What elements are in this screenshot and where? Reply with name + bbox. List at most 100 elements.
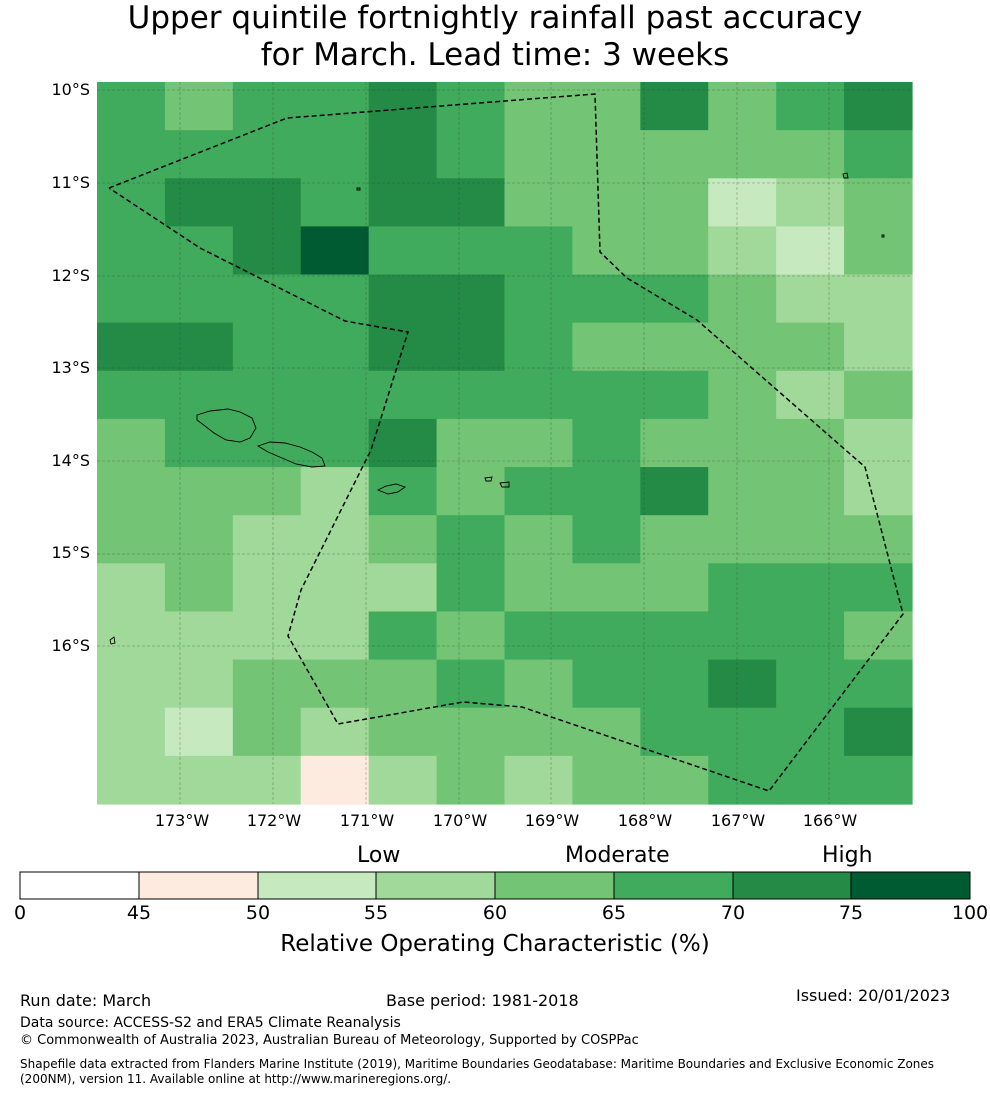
grid-cell-r14-c2 <box>232 755 302 805</box>
grid-cell-r11-c1 <box>164 611 234 661</box>
grid-cell-r0-c10 <box>776 82 845 131</box>
grid-cell-r11-c11 <box>844 611 913 661</box>
grid-cell-r6-c2 <box>232 370 302 420</box>
lon-label-167w: 167°W <box>710 811 766 830</box>
grid-cell-r3-c1 <box>164 226 234 276</box>
grid-cell-r10-c0 <box>97 563 166 613</box>
colorbar-tick-65: 65 <box>601 902 627 924</box>
grid-cell-r3-c6 <box>504 226 574 276</box>
upolu-island <box>256 441 326 468</box>
colorbar <box>19 871 971 900</box>
colorbar-tick-60: 60 <box>482 902 508 924</box>
grid-cell-r11-c7 <box>572 611 641 661</box>
grid-cell-r8-c9 <box>708 467 777 516</box>
colorbar-swatch-3 <box>376 872 495 899</box>
grid-cell-r13-c0 <box>97 707 166 757</box>
grid-cell-r0-c6 <box>504 82 574 131</box>
grid-cell-r8-c10 <box>776 467 845 516</box>
grid-cell-r7-c10 <box>776 418 845 468</box>
grid-cell-r3-c11 <box>844 226 913 276</box>
grid-cell-r14-c10 <box>776 755 845 805</box>
grid-cell-r4-c11 <box>844 274 913 324</box>
grid-cell-r4-c4 <box>368 274 438 324</box>
tutuila-island <box>376 483 406 495</box>
issued-date: Issued: 20/01/2023 <box>796 986 951 1005</box>
grid-cell-r7-c5 <box>436 418 506 468</box>
grid-cell-r6-c9 <box>708 370 777 420</box>
colorbar-dividers <box>138 872 852 899</box>
grid-cell-r9-c5 <box>436 515 506 564</box>
grid-cell-r7-c4 <box>368 418 438 468</box>
grid-cell-r6-c7 <box>572 370 641 420</box>
lon-label-170w: 170°W <box>432 811 488 830</box>
title-line-2: for March. Lead time: 3 weeks <box>260 37 730 73</box>
grid-cell-r8-c0 <box>97 467 166 516</box>
grid-cell-r4-c9 <box>708 274 777 324</box>
savaii-island <box>196 408 257 443</box>
grid-cell-r10-c9 <box>708 563 777 613</box>
grid-cell-r11-c8 <box>640 611 709 661</box>
lat-label-11s: 11°S <box>51 173 90 192</box>
grid-cell-r9-c10 <box>776 515 845 564</box>
grid-cell-r12-c0 <box>97 659 166 709</box>
grid-cell-r5-c7 <box>572 322 641 372</box>
grid-cell-r5-c0 <box>97 322 166 372</box>
grid-cell-r5-c5 <box>436 322 506 372</box>
grid-cell-r3-c8 <box>640 226 709 276</box>
grid-cell-r8-c8 <box>640 467 709 516</box>
colorbar-axis-label: Relative Operating Characteristic (%) <box>280 931 710 957</box>
grid-cell-r11-c3 <box>300 611 370 661</box>
grid-cell-r6-c11 <box>844 370 913 420</box>
grid-cell-r5-c3 <box>300 322 370 372</box>
grid-cell-r7-c3 <box>300 418 370 468</box>
colorbar-tick-45: 45 <box>126 902 152 924</box>
lat-label-10s: 10°S <box>51 80 90 99</box>
lon-label-172w: 172°W <box>246 811 302 830</box>
grid-cell-r7-c1 <box>164 418 234 468</box>
colorbar-swatch-4 <box>495 872 614 899</box>
run-date: Run date: March <box>20 991 152 1010</box>
grid-cell-r6-c5 <box>436 370 506 420</box>
grid-cell-r12-c2 <box>232 659 302 709</box>
grid-cell-r12-c9 <box>708 659 777 709</box>
grid-cell-r0-c1 <box>164 82 234 131</box>
grid-cell-r9-c3 <box>300 515 370 564</box>
grid-cell-r6-c1 <box>164 370 234 420</box>
grid-cell-r7-c0 <box>97 418 166 468</box>
grid-cell-r4-c5 <box>436 274 506 324</box>
grid-cell-r12-c10 <box>776 659 845 709</box>
lat-label-14s: 14°S <box>51 451 90 470</box>
grid-cell-r10-c6 <box>504 563 574 613</box>
colorbar-tick-0: 0 <box>13 902 27 924</box>
grid-cell-r4-c10 <box>776 274 845 324</box>
grid-cell-r13-c11 <box>844 707 913 757</box>
grid-cell-r11-c6 <box>504 611 574 661</box>
grid-cell-r13-c6 <box>504 707 574 757</box>
small-islet-east-1 <box>842 172 849 179</box>
grid-cell-r11-c4 <box>368 611 438 661</box>
base-period: Base period: 1981-2018 <box>386 991 579 1010</box>
grid-cell-r6-c8 <box>640 370 709 420</box>
grid-cell-r9-c7 <box>572 515 641 564</box>
small-islet-west <box>109 636 116 645</box>
lon-label-169w: 169°W <box>524 811 580 830</box>
grid-cell-r2-c11 <box>844 178 913 227</box>
grid-cell-r10-c5 <box>436 563 506 613</box>
grid-cell-r8-c5 <box>436 467 506 516</box>
eez-boundaries <box>108 93 904 792</box>
grid-cell-r13-c7 <box>572 707 641 757</box>
grid-cell-r13-c9 <box>708 707 777 757</box>
tau-island <box>499 481 510 488</box>
grid-cell-r8-c4 <box>368 467 438 516</box>
grid-cell-r13-c4 <box>368 707 438 757</box>
grid-cell-r1-c0 <box>97 130 166 179</box>
colorbar-category-high: High <box>822 843 873 868</box>
grid-cell-r9-c11 <box>844 515 913 564</box>
title-line-1: Upper quintile fortnightly rainfall past… <box>127 0 863 36</box>
grid-cell-r3-c10 <box>776 226 845 276</box>
grid-cell-r2-c8 <box>640 178 709 227</box>
grid-cell-r5-c9 <box>708 322 777 372</box>
lon-label-171w: 171°W <box>339 811 395 830</box>
grid-cell-r5-c6 <box>504 322 574 372</box>
grid-cell-r1-c5 <box>436 130 506 179</box>
